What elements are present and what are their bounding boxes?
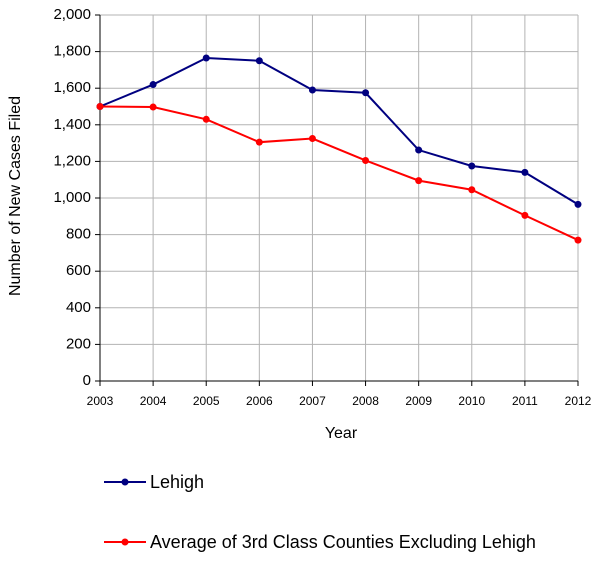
x-tick-label: 2011 (512, 394, 538, 408)
x-tick-label: 2003 (87, 394, 114, 408)
data-point (96, 103, 104, 110)
data-point (468, 186, 476, 194)
y-tick-label: 400 (66, 299, 91, 316)
legend-label: Lehigh (150, 472, 205, 492)
data-point (255, 57, 263, 65)
x-axis-label: Year (325, 425, 358, 442)
y-tick-label: 2,000 (53, 6, 91, 23)
x-tick-label: 2005 (193, 394, 220, 408)
y-tick-label: 1,600 (53, 79, 91, 96)
data-point (202, 115, 210, 123)
data-point (362, 89, 370, 97)
legend-label: Average of 3rd Class Counties Excluding … (150, 532, 536, 552)
data-point (308, 86, 316, 94)
series-line (99, 56, 579, 206)
x-tick-label: 2010 (458, 394, 485, 408)
data-point (574, 200, 582, 208)
data-point (362, 156, 370, 164)
data-point (468, 162, 476, 170)
y-tick-label: 800 (66, 226, 91, 243)
x-tick-label: 2004 (140, 394, 167, 408)
series-line (99, 105, 579, 241)
legend-marker (121, 538, 129, 546)
data-point (574, 236, 582, 244)
data-point (308, 135, 316, 143)
x-tick-label: 2007 (299, 394, 326, 408)
data-point (415, 146, 423, 154)
x-tick-label: 2008 (352, 394, 379, 408)
y-tick-label: 1,200 (53, 152, 91, 169)
data-point (521, 211, 529, 219)
y-tick-label: 1,800 (53, 43, 91, 60)
data-point (149, 103, 157, 111)
x-tick-label: 2012 (565, 394, 592, 408)
data-point (149, 81, 157, 89)
x-tick-label: 2006 (246, 394, 273, 408)
y-tick-label: 600 (66, 262, 91, 279)
x-tick-label: 2009 (405, 394, 432, 408)
y-tick-label: 1,400 (53, 116, 91, 133)
data-point (202, 54, 210, 62)
data-point (521, 168, 529, 176)
y-axis-label: Number of New Cases Filed (7, 96, 24, 296)
y-tick-label: 200 (66, 335, 91, 352)
y-tick-label: 1,000 (53, 189, 91, 206)
y-tick-label: 0 (83, 372, 91, 389)
data-point (255, 138, 263, 146)
legend-marker (121, 478, 129, 486)
data-point (415, 177, 423, 185)
